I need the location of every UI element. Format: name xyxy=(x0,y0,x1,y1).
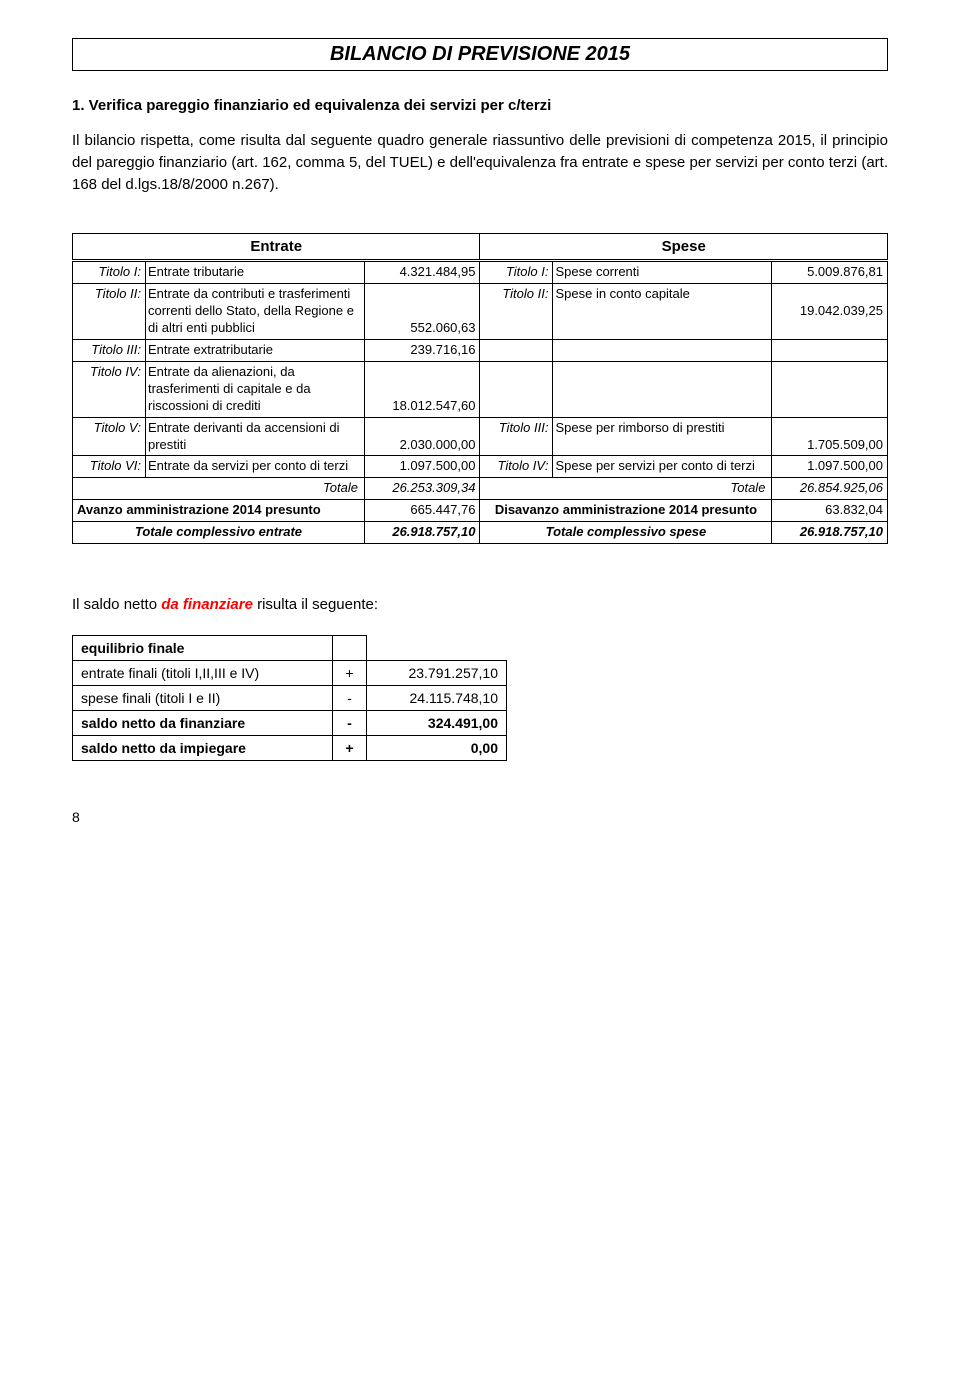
entrate-titolo: Titolo VI: xyxy=(73,456,146,478)
totale-spese-val: 26.854.925,06 xyxy=(772,478,888,500)
doc-title-box: BILANCIO DI PREVISIONE 2015 xyxy=(72,38,888,71)
spese-desc: Spese correnti xyxy=(553,261,772,284)
empty-cell xyxy=(772,340,888,362)
totale-entrate-label: Totale xyxy=(73,478,365,500)
spese-titolo: Titolo II: xyxy=(480,284,553,340)
spese-val: 1.705.509,00 xyxy=(772,417,888,456)
table-row: Titolo IV: Entrate da alienazioni, da tr… xyxy=(73,362,888,418)
eq-sign: + xyxy=(333,661,367,686)
spese-desc: Spese in conto capitale xyxy=(553,284,772,340)
entrate-desc: Entrate da servizi per conto di terzi xyxy=(145,456,364,478)
entrate-val: 239.716,16 xyxy=(364,340,480,362)
spese-titolo: Titolo III: xyxy=(480,417,553,456)
spese-titolo: Titolo I: xyxy=(480,261,553,284)
disavanzo-label: Disavanzo amministrazione 2014 presunto xyxy=(480,500,772,522)
doc-title: BILANCIO DI PREVISIONE 2015 xyxy=(85,43,875,66)
table-row: Titolo II: Entrate da contributi e trasf… xyxy=(73,284,888,340)
entrate-desc: Entrate extratributarie xyxy=(145,340,364,362)
entrate-desc: Entrate da contributi e trasferimenti co… xyxy=(145,284,364,340)
table-row: entrate finali (titoli I,II,III e IV) + … xyxy=(73,661,507,686)
equilibrio-head-row: equilibrio finale xyxy=(73,636,507,661)
saldo-intro-line: Il saldo netto da finanziare risulta il … xyxy=(72,596,888,613)
entrate-desc: Entrate derivanti da accensioni di prest… xyxy=(145,417,364,456)
entrate-titolo: Titolo III: xyxy=(73,340,146,362)
table-header-row: Entrate Spese xyxy=(73,234,888,261)
table-row: Titolo III: Entrate extratributarie 239.… xyxy=(73,340,888,362)
eq-label: saldo netto da finanziare xyxy=(73,711,333,736)
empty-cell xyxy=(480,340,553,362)
spese-desc: Spese per servizi per conto di terzi xyxy=(553,456,772,478)
page-container: BILANCIO DI PREVISIONE 2015 1. Verifica … xyxy=(0,0,960,855)
table-row: saldo netto da finanziare - 324.491,00 xyxy=(73,711,507,736)
eq-sign: - xyxy=(333,711,367,736)
table-row: Titolo VI: Entrate da servizi per conto … xyxy=(73,456,888,478)
avanzo-val: 665.447,76 xyxy=(364,500,480,522)
equilibrio-head-label: equilibrio finale xyxy=(73,636,333,661)
entrate-val: 552.060,63 xyxy=(364,284,480,340)
table-row: Titolo I: Entrate tributarie 4.321.484,9… xyxy=(73,261,888,284)
eq-sign: - xyxy=(333,686,367,711)
comp-spese-label: Totale complessivo spese xyxy=(480,522,772,544)
entrate-titolo: Titolo I: xyxy=(73,261,146,284)
entrate-titolo: Titolo II: xyxy=(73,284,146,340)
budget-table: Entrate Spese Titolo I: Entrate tributar… xyxy=(72,233,888,544)
page-number: 8 xyxy=(72,809,888,825)
table-row: Titolo V: Entrate derivanti da accension… xyxy=(73,417,888,456)
empty-cell xyxy=(772,362,888,418)
entrate-desc: Entrate da alienazioni, da trasferimenti… xyxy=(145,362,364,418)
eq-sign: + xyxy=(333,736,367,761)
complessivo-row: Totale complessivo entrate 26.918.757,10… xyxy=(73,522,888,544)
entrate-titolo: Titolo IV: xyxy=(73,362,146,418)
intro-paragraph: Il bilancio rispetta, come risulta dal s… xyxy=(72,130,888,195)
entrate-desc: Entrate tributarie xyxy=(145,261,364,284)
spese-titolo: Titolo IV: xyxy=(480,456,553,478)
table-row: spese finali (titoli I e II) - 24.115.74… xyxy=(73,686,507,711)
comp-spese-val: 26.918.757,10 xyxy=(772,522,888,544)
entrate-val: 1.097.500,00 xyxy=(364,456,480,478)
saldo-pre: Il saldo netto xyxy=(72,596,161,613)
comp-entrate-val: 26.918.757,10 xyxy=(364,522,480,544)
eq-label: spese finali (titoli I e II) xyxy=(73,686,333,711)
spese-header: Spese xyxy=(480,234,888,261)
eq-label: saldo netto da impiegare xyxy=(73,736,333,761)
spese-val: 5.009.876,81 xyxy=(772,261,888,284)
spese-desc: Spese per rimborso di prestiti xyxy=(553,417,772,456)
spese-val: 1.097.500,00 xyxy=(772,456,888,478)
eq-val: 23.791.257,10 xyxy=(367,661,507,686)
avanzo-label: Avanzo amministrazione 2014 presunto xyxy=(73,500,365,522)
eq-val: 0,00 xyxy=(367,736,507,761)
empty-cell xyxy=(367,636,507,661)
totale-spese-label: Totale xyxy=(480,478,772,500)
totale-entrate-val: 26.253.309,34 xyxy=(364,478,480,500)
saldo-em: da finanziare xyxy=(161,596,253,613)
disavanzo-val: 63.832,04 xyxy=(772,500,888,522)
entrate-titolo: Titolo V: xyxy=(73,417,146,456)
eq-label: entrate finali (titoli I,II,III e IV) xyxy=(73,661,333,686)
entrate-val: 2.030.000,00 xyxy=(364,417,480,456)
avanzo-row: Avanzo amministrazione 2014 presunto 665… xyxy=(73,500,888,522)
equilibrio-table: equilibrio finale entrate finali (titoli… xyxy=(72,635,507,761)
empty-cell xyxy=(333,636,367,661)
section-heading: 1. Verifica pareggio finanziario ed equi… xyxy=(72,97,888,114)
empty-cell xyxy=(553,340,772,362)
table-row: saldo netto da impiegare + 0,00 xyxy=(73,736,507,761)
eq-val: 24.115.748,10 xyxy=(367,686,507,711)
empty-cell xyxy=(553,362,772,418)
empty-cell xyxy=(480,362,553,418)
comp-entrate-label: Totale complessivo entrate xyxy=(73,522,365,544)
saldo-post: risulta il seguente: xyxy=(253,596,378,613)
spese-val: 19.042.039,25 xyxy=(772,284,888,340)
eq-val: 324.491,00 xyxy=(367,711,507,736)
entrate-val: 4.321.484,95 xyxy=(364,261,480,284)
totale-row: Totale 26.253.309,34 Totale 26.854.925,0… xyxy=(73,478,888,500)
entrate-val: 18.012.547,60 xyxy=(364,362,480,418)
entrate-header: Entrate xyxy=(73,234,480,261)
